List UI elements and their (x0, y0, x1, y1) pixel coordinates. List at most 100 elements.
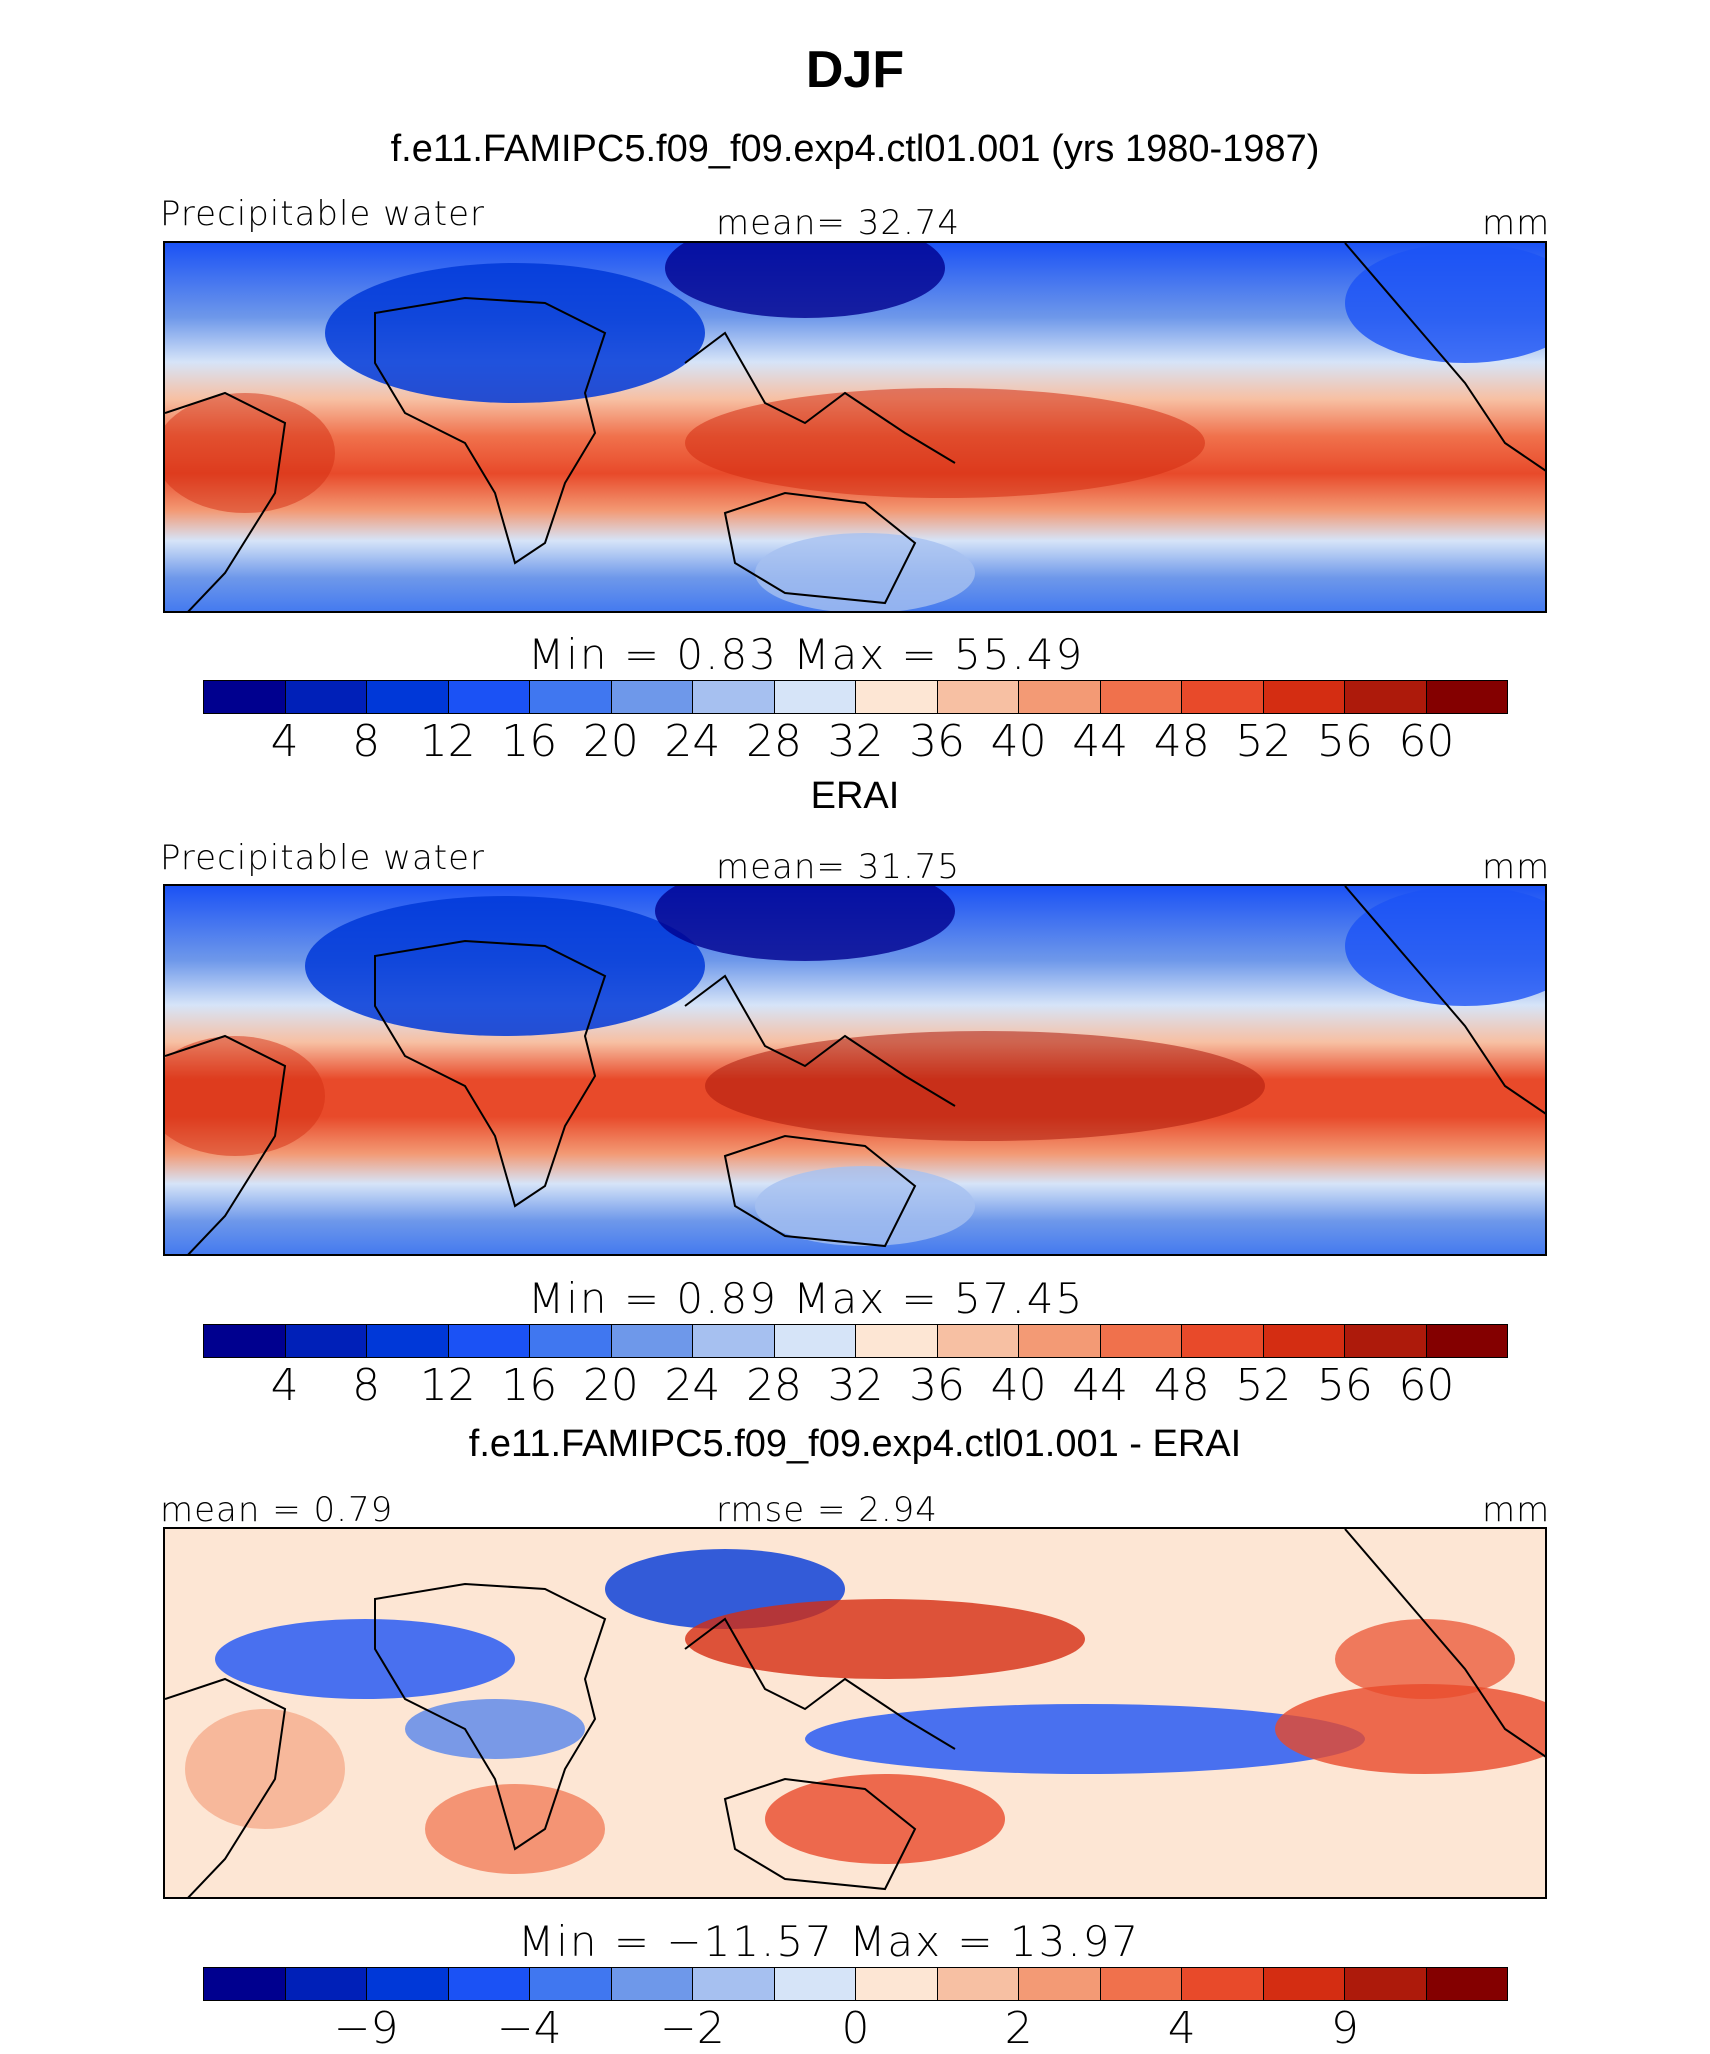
panel2-map (163, 884, 1547, 1256)
panel2-title: ERAI (810, 775, 900, 817)
colorbar-swatch (448, 681, 530, 713)
colorbar-swatch (937, 1968, 1019, 2000)
colorbar-tick-label: 28 (745, 716, 802, 767)
colorbar-swatch (1182, 1325, 1264, 1357)
colorbar-tick-label: 44 (1072, 1360, 1129, 1411)
colorbar-tick-label: −4 (496, 2003, 562, 2054)
colorbar-swatch (530, 1325, 612, 1357)
colorbar-swatch (937, 1325, 1019, 1357)
panel1-variable-label: Precipitable water (160, 194, 486, 234)
panel3-contour-map (165, 1529, 1545, 1897)
colorbar-swatch (774, 1325, 856, 1357)
colorbar-tick-label: 2 (1004, 2003, 1033, 2054)
colorbar-tick-label: 9 (1330, 2003, 1359, 2054)
colorbar-swatch (204, 681, 286, 713)
colorbar-swatch (1263, 681, 1345, 713)
colorbar-tick-label: 44 (1072, 716, 1129, 767)
colorbar-tick-label: 48 (1153, 1360, 1210, 1411)
colorbar-tick-label: 32 (827, 716, 884, 767)
panel1-units-label: mm (1482, 203, 1551, 243)
panel3-units-label: mm (1482, 1490, 1551, 1530)
colorbar-tick-label: 52 (1235, 716, 1292, 767)
colorbar-tick-label: 4 (270, 1360, 299, 1411)
colorbar-tick-label: 16 (501, 716, 558, 767)
colorbar-swatch (285, 681, 367, 713)
colorbar-tick-label: 24 (664, 716, 721, 767)
colorbar-swatch (448, 1968, 530, 2000)
colorbar-swatch (611, 1325, 693, 1357)
colorbar-swatch (367, 681, 449, 713)
panel1-map (163, 241, 1547, 613)
colorbar-swatch (693, 681, 775, 713)
colorbar-swatch (856, 1968, 938, 2000)
panel1-minmax: Min = 0.83 Max = 55.49 (528, 630, 1085, 679)
colorbar-tick-label: 28 (745, 1360, 802, 1411)
colorbar-swatch (1426, 1325, 1507, 1357)
colorbar-swatch (611, 681, 693, 713)
colorbar-swatch (856, 1325, 938, 1357)
colorbar-swatch (1182, 681, 1264, 713)
colorbar-swatch (204, 1325, 286, 1357)
colorbar-swatch (1345, 1325, 1427, 1357)
colorbar-tick-label: 16 (501, 1360, 558, 1411)
colorbar-tick-label: 12 (419, 716, 476, 767)
colorbar-tick-label: 48 (1153, 716, 1210, 767)
colorbar-swatch (1100, 1968, 1182, 2000)
colorbar-tick-label: 20 (582, 1360, 639, 1411)
colorbar-swatch (1263, 1325, 1345, 1357)
colorbar-tick-label: 8 (352, 1360, 381, 1411)
colorbar-tick-label: 60 (1398, 716, 1455, 767)
panel1-title: f.e11.FAMIPC5.f09_f09.exp4.ctl01.001 (yr… (390, 128, 1320, 170)
panel2-minmax: Min = 0.89 Max = 57.45 (528, 1274, 1085, 1323)
colorbar-tick-label: 0 (841, 2003, 870, 2054)
colorbar-swatch (774, 681, 856, 713)
colorbar-swatch (530, 1968, 612, 2000)
colorbar-swatch (1345, 1968, 1427, 2000)
panel3-mean-label: mean = 0.79 (160, 1490, 394, 1530)
colorbar-swatch (693, 1325, 775, 1357)
panel3-title: f.e11.FAMIPC5.f09_f09.exp4.ctl01.001 - E… (468, 1423, 1242, 1465)
panel2-units-label: mm (1482, 847, 1551, 887)
colorbar-swatch (611, 1968, 693, 2000)
panel3-map (163, 1527, 1547, 1899)
colorbar-tick-label: 12 (419, 1360, 476, 1411)
colorbar-swatch (856, 681, 938, 713)
colorbar-tick-label: 56 (1316, 1360, 1373, 1411)
panel2-mean-label: mean= 31.75 (716, 847, 961, 887)
colorbar-swatch (937, 681, 1019, 713)
panel3-rmse-label: rmse = 2.94 (716, 1490, 938, 1530)
colorbar-tick-label: 24 (664, 1360, 721, 1411)
colorbar-tick-label: 32 (827, 1360, 884, 1411)
panel1-mean-label: mean= 32.74 (716, 203, 961, 243)
colorbar-tick-label: 36 (909, 716, 966, 767)
colorbar-swatch (1100, 681, 1182, 713)
figure-title: DJF (805, 41, 905, 99)
panel2-variable-label: Precipitable water (160, 838, 486, 878)
colorbar-swatch (693, 1968, 775, 2000)
colorbar-swatch (285, 1325, 367, 1357)
colorbar-swatch (1019, 1968, 1101, 2000)
colorbar-tick-label: 20 (582, 716, 639, 767)
colorbar-swatch (530, 681, 612, 713)
colorbar-swatch (774, 1968, 856, 2000)
colorbar-swatch (367, 1968, 449, 2000)
colorbar-tick-label: 40 (990, 716, 1047, 767)
colorbar-tick-label: 4 (270, 716, 299, 767)
colorbar-swatch (1019, 681, 1101, 713)
colorbar-tick-label: 36 (909, 1360, 966, 1411)
colorbar-swatch (448, 1325, 530, 1357)
colorbar-swatch (285, 1968, 367, 2000)
colorbar-tick-label: 60 (1398, 1360, 1455, 1411)
colorbar-swatch (367, 1325, 449, 1357)
colorbar-tick-label: 4 (1167, 2003, 1196, 2054)
colorbar-tick-label: 52 (1235, 1360, 1292, 1411)
colorbar-tick-label: 40 (990, 1360, 1047, 1411)
colorbar-tick-label: −2 (659, 2003, 725, 2054)
colorbar-swatch (1019, 1325, 1101, 1357)
colorbar-swatch (1182, 1968, 1264, 2000)
colorbar-swatch (1426, 681, 1507, 713)
panel3-minmax: Min = −11.57 Max = 13.97 (518, 1917, 1141, 1966)
colorbar-swatch (1263, 1968, 1345, 2000)
panel2-colorbar (203, 1324, 1508, 1358)
colorbar-swatch (1100, 1325, 1182, 1357)
